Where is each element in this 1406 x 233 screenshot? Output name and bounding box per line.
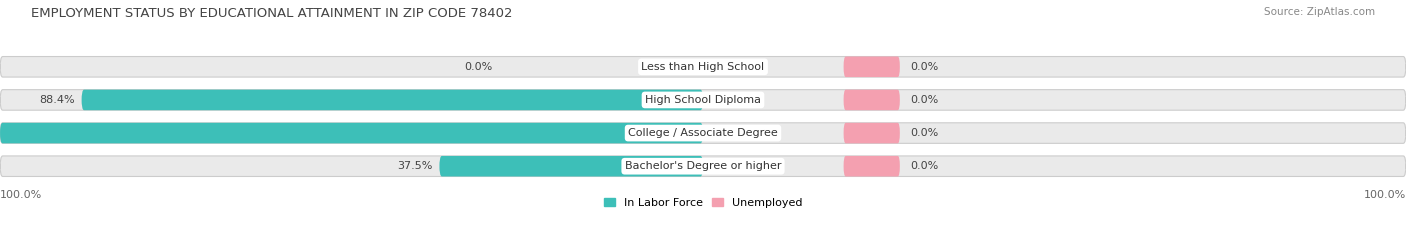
Text: Bachelor's Degree or higher: Bachelor's Degree or higher — [624, 161, 782, 171]
Text: 100.0%: 100.0% — [0, 190, 42, 200]
FancyBboxPatch shape — [844, 156, 900, 176]
Text: 0.0%: 0.0% — [464, 62, 492, 72]
Text: 0.0%: 0.0% — [911, 128, 939, 138]
Text: 100.0%: 100.0% — [1364, 190, 1406, 200]
Legend: In Labor Force, Unemployed: In Labor Force, Unemployed — [603, 198, 803, 208]
FancyBboxPatch shape — [0, 90, 1406, 110]
FancyBboxPatch shape — [0, 123, 703, 143]
Text: High School Diploma: High School Diploma — [645, 95, 761, 105]
FancyBboxPatch shape — [844, 57, 900, 77]
Text: Source: ZipAtlas.com: Source: ZipAtlas.com — [1264, 7, 1375, 17]
Text: 0.0%: 0.0% — [911, 161, 939, 171]
Text: 0.0%: 0.0% — [911, 62, 939, 72]
FancyBboxPatch shape — [82, 90, 703, 110]
Text: 37.5%: 37.5% — [396, 161, 433, 171]
Text: EMPLOYMENT STATUS BY EDUCATIONAL ATTAINMENT IN ZIP CODE 78402: EMPLOYMENT STATUS BY EDUCATIONAL ATTAINM… — [31, 7, 512, 20]
FancyBboxPatch shape — [844, 123, 900, 143]
Text: Less than High School: Less than High School — [641, 62, 765, 72]
Text: 88.4%: 88.4% — [39, 95, 75, 105]
FancyBboxPatch shape — [0, 156, 1406, 176]
FancyBboxPatch shape — [0, 123, 1406, 143]
Text: 0.0%: 0.0% — [911, 95, 939, 105]
Text: College / Associate Degree: College / Associate Degree — [628, 128, 778, 138]
FancyBboxPatch shape — [844, 90, 900, 110]
FancyBboxPatch shape — [439, 156, 703, 176]
FancyBboxPatch shape — [0, 57, 1406, 77]
